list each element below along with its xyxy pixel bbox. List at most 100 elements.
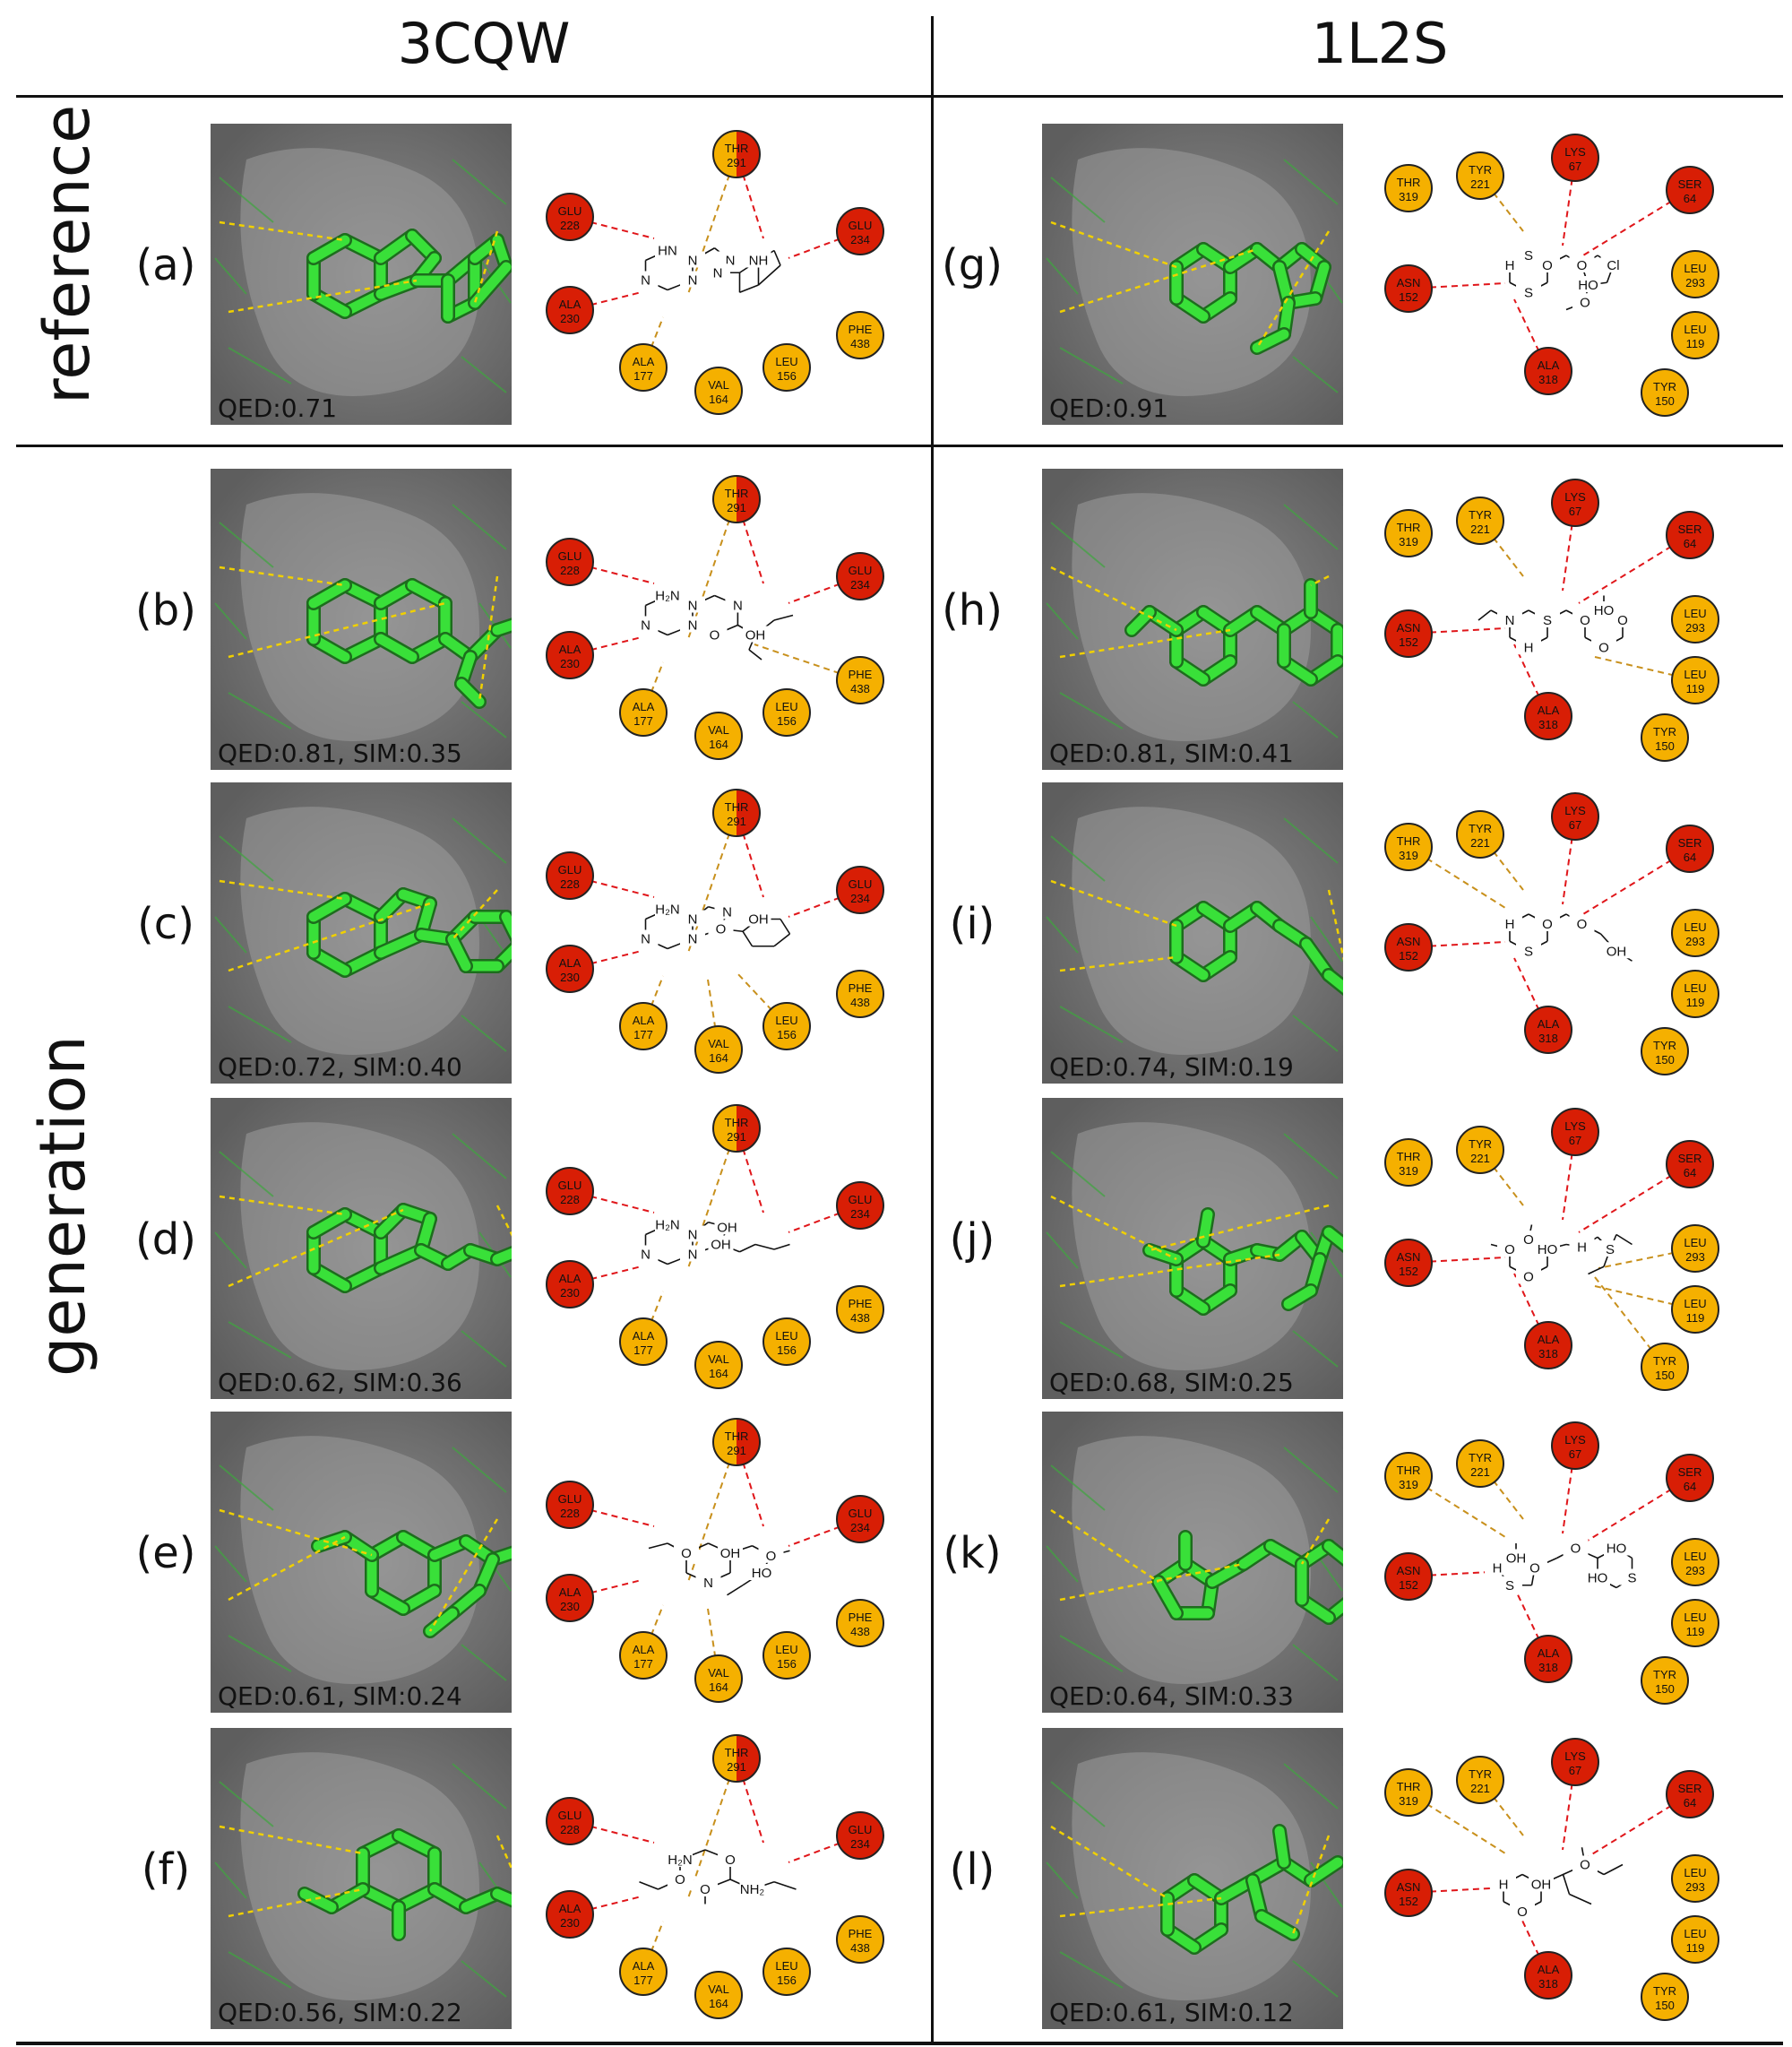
protein-wire [228, 692, 292, 730]
atom-label-bg [1535, 1240, 1560, 1257]
polar-contact-line [478, 575, 499, 703]
contact-line-ala177 [642, 1921, 664, 1973]
ligand-bond [1126, 607, 1155, 635]
residue-number: 228 [560, 564, 580, 577]
atom-label: OH [745, 628, 766, 643]
residue-number: 319 [1399, 1794, 1418, 1808]
protein-wire [219, 177, 274, 223]
atom-label: N [688, 599, 698, 614]
atom-label: O [1529, 1561, 1540, 1576]
residue-number: 319 [1399, 1164, 1418, 1178]
ligand-bond [1323, 970, 1343, 993]
protein-wire [461, 1015, 507, 1052]
structure-bond [748, 649, 762, 661]
atom-label: O [1598, 640, 1609, 655]
atom-label: O [700, 1882, 711, 1897]
protein-wire [1292, 701, 1339, 738]
structure-bond [773, 1880, 797, 1890]
atom-label-bg [1503, 1549, 1529, 1566]
contact-line-thr291 [687, 1127, 737, 1269]
residue-name: LEU [1684, 262, 1706, 275]
residue-name: THR [1397, 1464, 1421, 1477]
structure-bond [780, 919, 791, 935]
protein-wire [214, 1861, 247, 1899]
residue-name: ASN [1397, 935, 1421, 948]
residue-number: 318 [1538, 1661, 1558, 1674]
residue-name: SER [1678, 1465, 1702, 1479]
atom-label: S [1524, 944, 1533, 959]
pocket-cavity [240, 807, 479, 1055]
atom-label: H [1499, 1878, 1509, 1893]
contact-line-phe438 [754, 643, 861, 681]
polar-contact-line [219, 220, 346, 242]
ligand-bond [492, 619, 512, 635]
residue-name: TYR [1653, 725, 1676, 738]
residue-name: GLU [849, 877, 873, 891]
residue-name: TYR [1653, 1354, 1676, 1368]
atom-label: O [1577, 258, 1588, 273]
residue-number: 64 [1684, 1480, 1696, 1493]
atom-label-bg [693, 1880, 718, 1896]
residue-name: LEU [1684, 981, 1706, 995]
pocket-render-d: QED:0.62, SIM:0.36 [211, 1098, 512, 1399]
structure-bond [754, 1243, 775, 1250]
residue-name: THR [725, 1429, 749, 1443]
contact-line-thr291 [687, 812, 737, 954]
atom-label-bg [668, 1851, 693, 1867]
score-label-h: QED:0.81, SIM:0.41 [1049, 738, 1294, 768]
residue-number: 119 [1686, 682, 1705, 695]
interaction-diagram-f: H₂NOClOONH₂THR291GLU228ALA230GLU234PHE43… [529, 1728, 905, 2029]
atom-label: N [688, 1248, 698, 1263]
residue-name: GLU [558, 1809, 582, 1822]
residue-number: 150 [1655, 1053, 1675, 1067]
atom-label: HO [1594, 603, 1615, 618]
diagram-svg-i: HNSOOOHTHR319TYR221LYS67SER64ASN152LEU29… [1384, 792, 1719, 1075]
atom-label: O [1580, 1858, 1590, 1873]
residue-name: TYR [1469, 508, 1492, 522]
protein-wire [1310, 916, 1343, 963]
residue-name: ALA [559, 956, 582, 970]
pocket-svg-b [211, 469, 512, 770]
residue-number: 230 [560, 657, 580, 670]
atom-label: H [1505, 917, 1515, 932]
atom-label: NH₂ [740, 1882, 765, 1897]
residue-number: 164 [709, 1680, 728, 1694]
residue-number: 228 [560, 1823, 580, 1836]
pocket-cavity [240, 1122, 479, 1370]
atom-label-bg [708, 920, 734, 937]
panel-label-c: (c) [137, 899, 194, 949]
atom-label: O [1571, 1542, 1581, 1557]
residue-number: 152 [1399, 1578, 1418, 1592]
contact-line-ala177 [642, 316, 664, 368]
atom-label: N [641, 1248, 650, 1263]
residue-name: ALA [559, 298, 582, 311]
atom-label-bg [655, 241, 680, 258]
residue-name: VAL [708, 1982, 729, 1996]
ligand-bond [425, 1608, 458, 1637]
residue-number: 318 [1538, 1347, 1558, 1360]
residue-name: ALA [633, 700, 655, 713]
atom-label-bg [680, 271, 705, 288]
atom-label: N [688, 273, 698, 289]
atom-label-bg [1569, 915, 1595, 931]
